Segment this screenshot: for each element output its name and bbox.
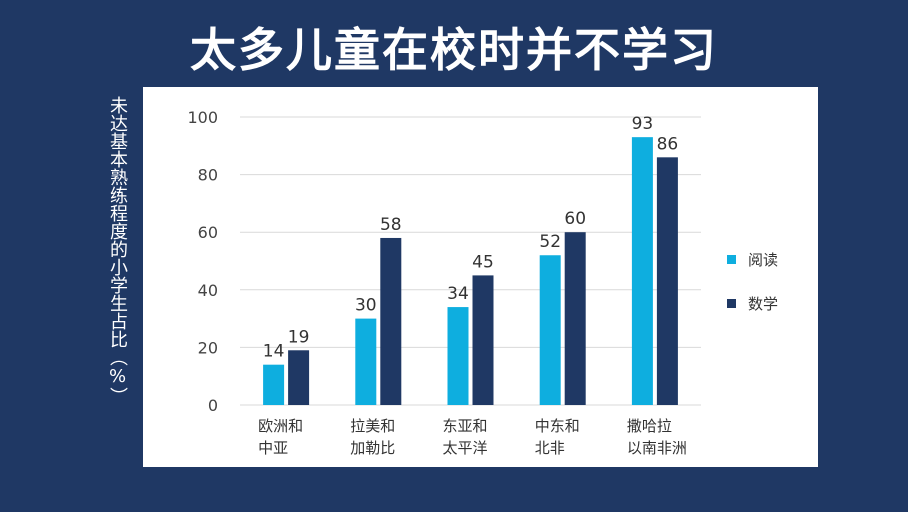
x-tick-label: 以南非洲 (627, 439, 687, 457)
legend-swatch (727, 299, 736, 308)
x-tick-label: 中亚 (258, 439, 288, 457)
x-tick-label: 欧洲和 (258, 417, 303, 435)
bar-math (472, 275, 494, 405)
bar-math (380, 237, 402, 405)
data-label: 86 (657, 134, 679, 154)
bar-reading (539, 255, 561, 405)
bar-reading (631, 137, 653, 405)
y-tick-label: 100 (187, 108, 218, 127)
y-tick-label: 80 (198, 166, 218, 185)
chart-panel: 0 20 40 60 80 100 14 19 欧洲和中亚 30 58 拉美和加勒比 34 45 东亚和太平… (143, 87, 818, 467)
x-tick-label: 北非 (535, 439, 565, 457)
data-label: 30 (355, 296, 377, 316)
data-label: 34 (447, 284, 469, 304)
data-label: 58 (380, 215, 402, 235)
legend-label: 数学 (748, 295, 778, 313)
y-axis-title: 未达基本熟练程度的小学生占比（%） (107, 96, 128, 405)
page-title: 太多儿童在校时并不学习 (190, 23, 718, 77)
data-label: 14 (263, 342, 285, 362)
y-tick-label: 0 (208, 396, 218, 415)
y-tick-label: 40 (198, 281, 218, 300)
data-label: 45 (472, 252, 494, 272)
bar-math (656, 157, 678, 405)
y-tick-label: 20 (198, 338, 218, 357)
bar-reading (447, 307, 469, 405)
y-tick-label: 60 (198, 223, 218, 242)
legend-swatch (727, 255, 736, 264)
data-label: 93 (632, 114, 654, 134)
legend-label: 阅读 (748, 251, 778, 269)
x-tick-label: 东亚和 (443, 417, 488, 435)
bar-reading (355, 318, 377, 405)
x-tick-label: 中东和 (535, 417, 580, 435)
bar-math (288, 350, 310, 405)
x-tick-label: 加勒比 (350, 439, 395, 457)
data-label: 19 (288, 327, 310, 347)
x-tick-label: 太平洋 (443, 439, 488, 457)
data-label: 60 (564, 209, 586, 229)
bar-reading (263, 364, 285, 405)
data-label: 52 (539, 232, 561, 252)
x-tick-label: 撒哈拉 (627, 417, 672, 435)
x-tick-label: 拉美和 (350, 417, 395, 435)
bar-math (564, 232, 586, 405)
